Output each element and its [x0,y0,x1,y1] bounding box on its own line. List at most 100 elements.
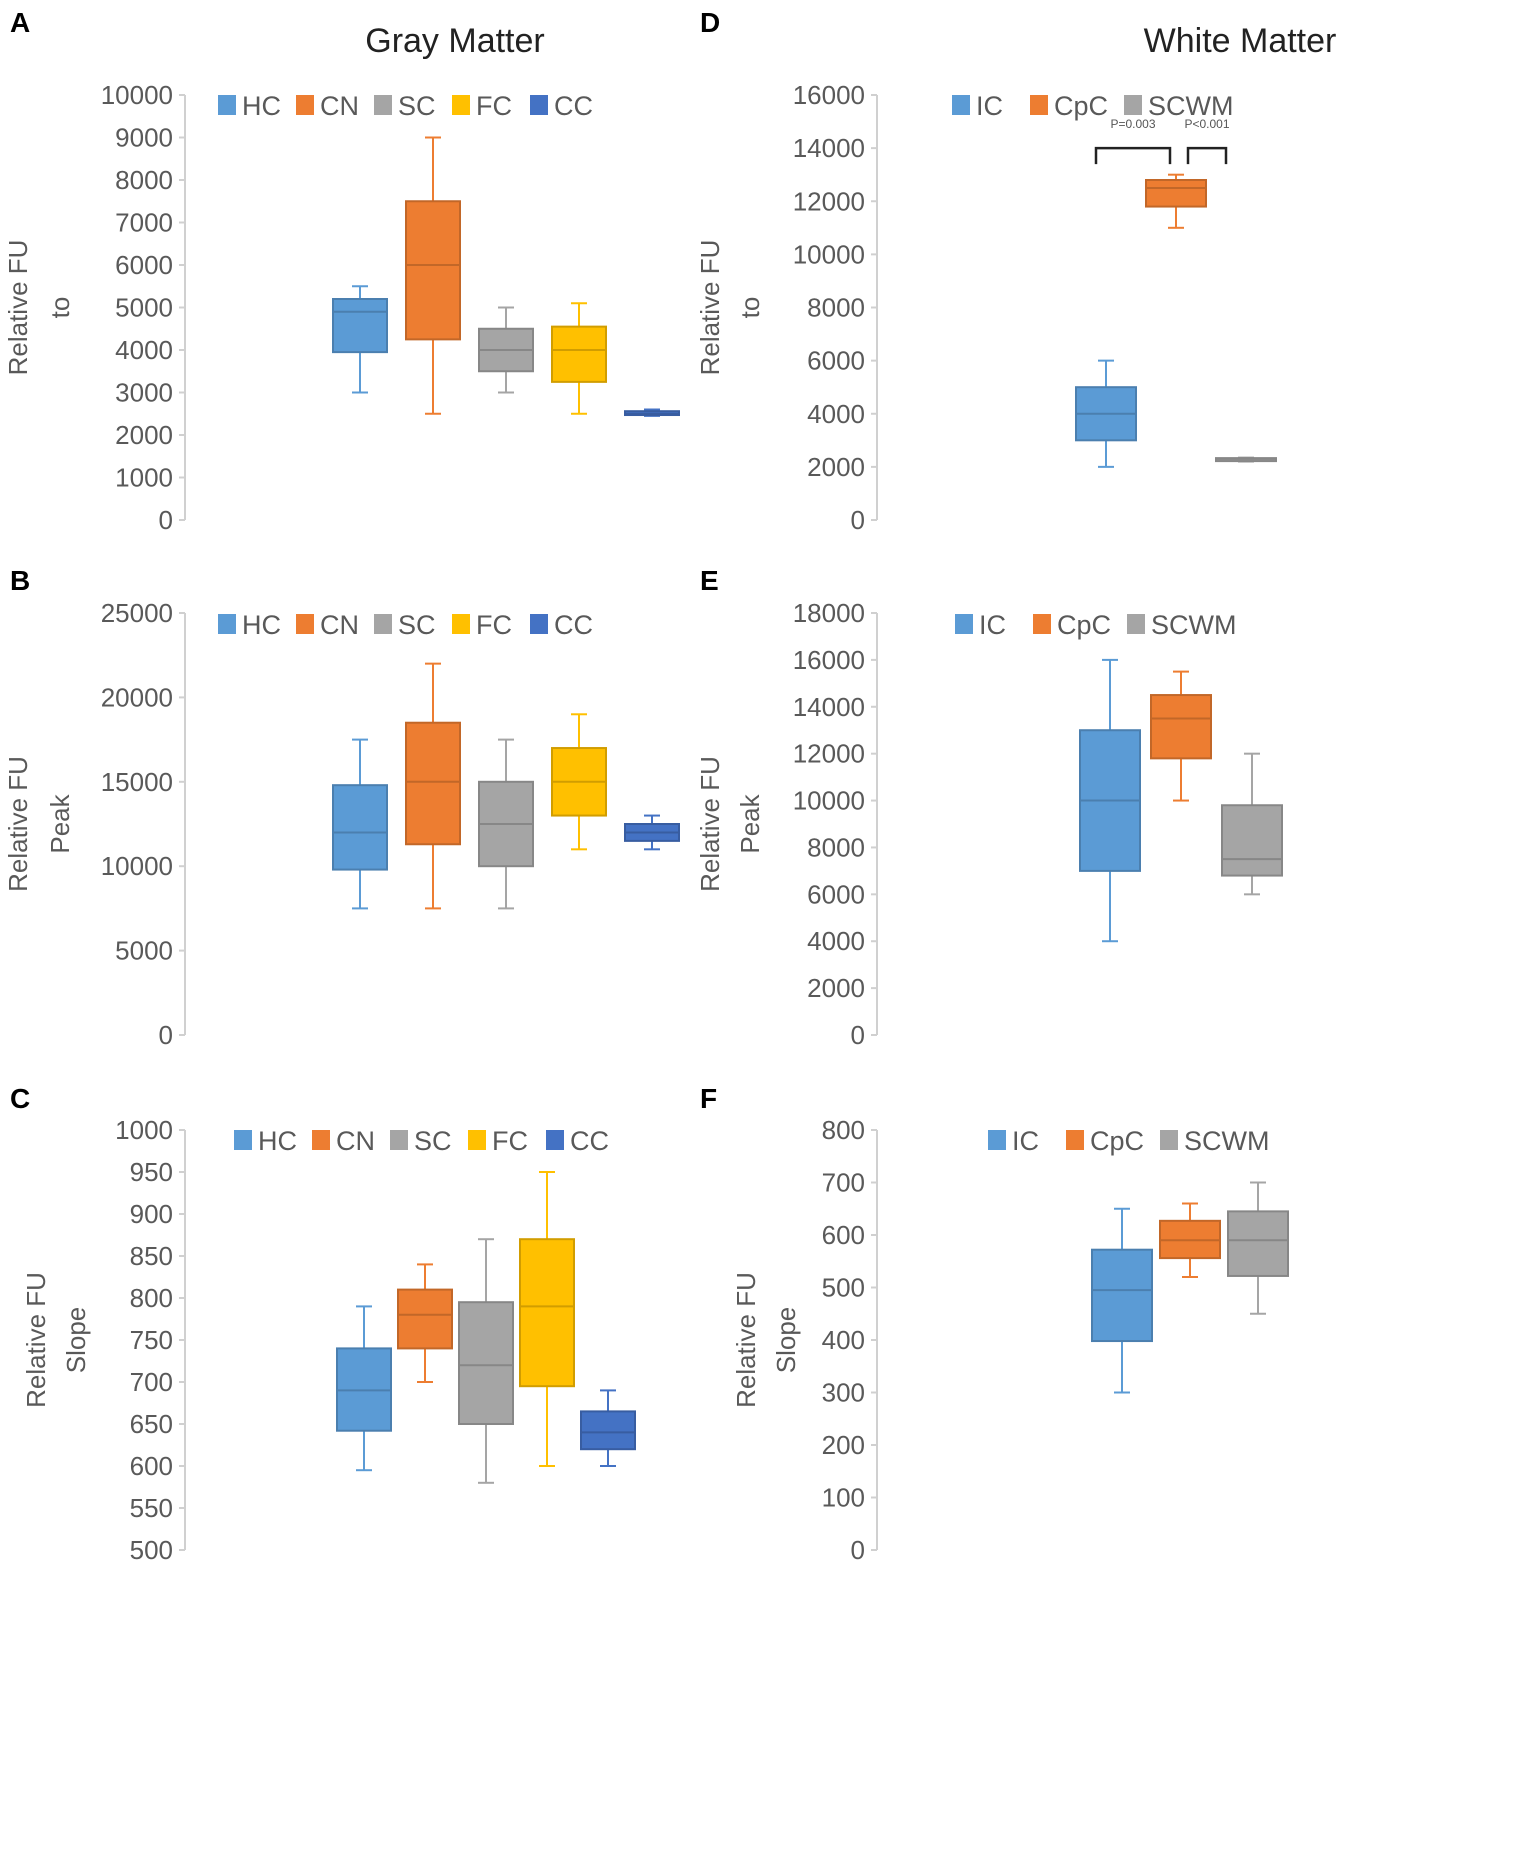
legend-label-fc: FC [476,610,512,640]
box-scwm [1227,1181,1289,1315]
legend-label-fc: FC [476,91,512,121]
y-tick-label: 700 [822,1168,865,1198]
legend-label-scwm: SCWM [1184,1126,1269,1156]
box-iqr [1091,1248,1153,1343]
y-tick-label: 16000 [793,645,865,675]
y-tick-label: 4000 [115,335,173,365]
panel-a: A 0 1000 2000 3000 4000 5000 6000 7000 8000 9000 10… [3,7,680,535]
y-axis-label-line2: Slope [61,1307,91,1374]
legend-swatch-ic [955,614,973,634]
y-axis-label-line2: to [735,297,765,319]
box-fc [519,1171,575,1467]
legend-swatch-cpc [1033,614,1051,634]
legend-label-hc: HC [258,1126,297,1156]
y-tick-label: 5000 [115,936,173,966]
y-tick-label: 2000 [807,973,865,1003]
y-tick-label: 7000 [115,208,173,238]
y-axis-label: Relative FU [3,240,33,376]
box-cpc [1150,670,1212,802]
y-tick-label: 15000 [101,767,173,797]
legend-swatch-cn [296,614,314,634]
legend-swatch-cn [296,95,314,115]
box-iqr [405,721,461,846]
y-tick-label: 6000 [807,879,865,909]
box-sc [478,738,534,910]
panel-e: E 0 2000 4000 6000 8000 10000 12000 14000 16000 18… [695,565,1283,1050]
white-matter-title: White Matter [1144,22,1337,60]
gray-matter-title: Gray Matter [365,22,544,60]
panel-d: D 0 2000 4000 6000 8000 10000 12000 14000 16000 Re… [695,7,1277,535]
y-axis-label: Relative FU [695,756,725,892]
box-iqr [332,298,388,354]
y-tick-label: 6000 [115,250,173,280]
panels: A010002000300040005000600070008000900010… [3,7,1289,1565]
box-hc [332,738,388,910]
panel-c: C 500 550 600 650 700 750 800 850 900 950 1000 Relat… [10,1083,636,1565]
y-tick-label: 550 [130,1493,173,1523]
y-tick-label: 0 [851,1020,865,1050]
box-fc [551,302,607,415]
y-tick-label: 2000 [115,420,173,450]
panel-b: B 0 5000 10000 15000 20000 25000 Relative FU Pea… [3,565,680,1050]
y-tick-label: 300 [822,1378,865,1408]
box-cpc [1159,1202,1221,1278]
y-tick-label: 0 [159,1020,173,1050]
y-tick-label: 0 [851,505,865,535]
y-tick-label: 4000 [807,399,865,429]
legend-label-cc: CC [570,1126,609,1156]
y-tick-label: 600 [822,1220,865,1250]
panel-letter: C [10,1083,30,1114]
legend-label-ic: IC [976,91,1003,121]
y-tick-label: 100 [822,1483,865,1513]
legend-swatch-scwm [1124,95,1142,115]
y-tick-label: 2000 [807,452,865,482]
y-tick-label: 18000 [793,598,865,628]
panel-letter: A [10,7,30,38]
y-tick-label: 12000 [793,739,865,769]
box-hc [336,1305,392,1472]
box-sc [478,306,534,394]
y-tick-label: 400 [822,1325,865,1355]
legend-swatch-ic [988,1130,1006,1150]
y-tick-label: 750 [130,1325,173,1355]
box-cn [397,1263,453,1383]
legend-label-hc: HC [242,91,281,121]
y-tick-label: 600 [130,1451,173,1481]
legend-label-sc: SC [414,1126,452,1156]
box-iqr [332,784,388,871]
legend-swatch-cn [312,1130,330,1150]
box-iqr [551,325,607,383]
box-cc [580,1389,636,1467]
y-tick-label: 12000 [793,186,865,216]
legend-label-ic: IC [979,610,1006,640]
box-iqr [519,1238,575,1388]
y-axis-label-line2: to [45,297,75,319]
legend-swatch-fc [452,614,470,634]
y-tick-label: 9000 [115,123,173,153]
y-tick-label: 1000 [115,1115,173,1145]
y-tick-label: 200 [822,1430,865,1460]
legend-label-fc: FC [492,1126,528,1156]
y-tick-label: 800 [130,1283,173,1313]
panel-letter: E [700,565,719,596]
legend-swatch-ic [952,95,970,115]
legend-swatch-fc [468,1130,486,1150]
y-tick-label: 650 [130,1409,173,1439]
y-axis-label-line2: Peak [735,793,765,853]
box-sc [458,1238,514,1484]
legend-swatch-sc [390,1130,408,1150]
y-axis-label-line2: Slope [771,1307,801,1374]
legend-swatch-sc [374,95,392,115]
y-axis-label: Relative FU [731,1272,761,1408]
box-iqr [580,1410,636,1451]
legend-label-sc: SC [398,91,436,121]
panel-f: F 0 100 200 300 400 500 600 700 800 Relative FU Slo… [700,1083,1289,1565]
y-tick-label: 950 [130,1157,173,1187]
box-fc [551,713,607,851]
y-tick-label: 8000 [115,165,173,195]
box-scwm [1215,456,1277,463]
y-tick-label: 14000 [793,692,865,722]
box-cn [405,662,461,910]
